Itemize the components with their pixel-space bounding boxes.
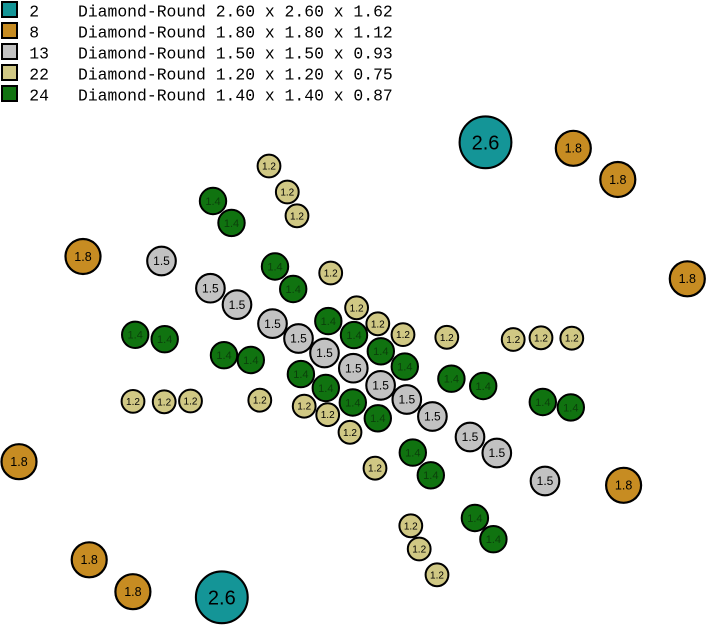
- svg-text:Diamond-Round 2.60 x 2.60 x 1.: Diamond-Round 2.60 x 2.60 x 1.62: [78, 2, 393, 21]
- svg-text:13: 13: [29, 44, 49, 63]
- svg-text:2.6: 2.6: [472, 132, 500, 154]
- svg-text:1.8: 1.8: [124, 585, 141, 599]
- svg-text:2: 2: [29, 2, 39, 21]
- svg-text:1.8: 1.8: [679, 272, 696, 286]
- svg-text:1.4: 1.4: [467, 513, 482, 525]
- svg-text:1.5: 1.5: [153, 254, 170, 268]
- svg-text:1.4: 1.4: [444, 374, 459, 386]
- svg-text:1.4: 1.4: [345, 397, 360, 409]
- svg-text:1.8: 1.8: [565, 142, 582, 156]
- svg-text:1.2: 1.2: [430, 570, 444, 581]
- svg-text:Diamond-Round 1.40 x 1.40 x 0.: Diamond-Round 1.40 x 1.40 x 0.87: [78, 86, 393, 105]
- svg-text:1.5: 1.5: [372, 379, 389, 393]
- svg-text:1.2: 1.2: [404, 521, 418, 532]
- svg-text:1.2: 1.2: [184, 397, 198, 408]
- svg-text:Diamond-Round 1.20 x 1.20 x 0.: Diamond-Round 1.20 x 1.20 x 0.75: [78, 65, 393, 84]
- svg-text:1.2: 1.2: [534, 333, 548, 344]
- svg-text:Diamond-Round 1.80 x 1.80 x 1.: Diamond-Round 1.80 x 1.80 x 1.12: [78, 23, 393, 42]
- svg-text:1.5: 1.5: [462, 430, 479, 444]
- svg-text:1.2: 1.2: [368, 464, 382, 475]
- svg-text:22: 22: [29, 65, 49, 84]
- svg-text:1.4: 1.4: [346, 330, 361, 342]
- svg-text:1.2: 1.2: [396, 330, 410, 341]
- svg-text:1.5: 1.5: [229, 298, 246, 312]
- svg-text:1.4: 1.4: [370, 413, 385, 425]
- svg-text:1.4: 1.4: [157, 334, 172, 346]
- svg-text:1.2: 1.2: [280, 188, 294, 199]
- svg-text:1.4: 1.4: [321, 316, 336, 328]
- svg-text:2.6: 2.6: [208, 587, 236, 609]
- svg-text:1.4: 1.4: [476, 381, 491, 393]
- svg-text:1.8: 1.8: [81, 553, 98, 567]
- svg-text:1.4: 1.4: [405, 448, 420, 460]
- svg-text:1.8: 1.8: [609, 173, 626, 187]
- svg-text:Diamond-Round 1.50 x 1.50 x 0.: Diamond-Round 1.50 x 1.50 x 0.93: [78, 44, 393, 63]
- svg-text:8: 8: [29, 23, 39, 42]
- svg-text:1.8: 1.8: [10, 455, 27, 469]
- svg-text:1.4: 1.4: [563, 402, 578, 414]
- svg-text:1.4: 1.4: [373, 346, 388, 358]
- svg-text:1.5: 1.5: [537, 474, 554, 488]
- svg-text:1.2: 1.2: [440, 333, 454, 344]
- svg-text:1.5: 1.5: [264, 317, 281, 331]
- svg-text:1.4: 1.4: [267, 261, 282, 273]
- svg-text:1.2: 1.2: [157, 397, 171, 408]
- svg-text:1.8: 1.8: [74, 250, 91, 264]
- svg-text:1.5: 1.5: [488, 446, 505, 460]
- svg-text:1.5: 1.5: [424, 410, 441, 424]
- svg-text:1.5: 1.5: [202, 281, 219, 295]
- svg-text:1.4: 1.4: [486, 534, 501, 546]
- svg-text:1.4: 1.4: [293, 369, 308, 381]
- svg-text:1.2: 1.2: [126, 397, 140, 408]
- svg-text:1.4: 1.4: [216, 350, 231, 362]
- svg-text:1.4: 1.4: [224, 218, 239, 230]
- svg-text:24: 24: [29, 86, 49, 105]
- svg-text:1.4: 1.4: [318, 383, 333, 395]
- svg-text:1.2: 1.2: [506, 335, 520, 346]
- svg-text:1.4: 1.4: [535, 397, 550, 409]
- svg-text:1.2: 1.2: [565, 334, 579, 345]
- svg-text:1.2: 1.2: [290, 211, 304, 222]
- svg-text:1.2: 1.2: [324, 269, 338, 280]
- svg-text:1.8: 1.8: [615, 479, 632, 493]
- svg-text:1.2: 1.2: [412, 545, 426, 556]
- svg-text:1.5: 1.5: [290, 332, 307, 346]
- svg-text:1.4: 1.4: [128, 330, 143, 342]
- svg-text:1.5: 1.5: [398, 393, 415, 407]
- svg-text:1.4: 1.4: [423, 470, 438, 482]
- svg-text:1.2: 1.2: [297, 402, 311, 413]
- svg-text:1.2: 1.2: [371, 319, 385, 330]
- svg-text:1.2: 1.2: [253, 396, 267, 407]
- svg-text:1.4: 1.4: [397, 362, 412, 374]
- svg-text:1.5: 1.5: [345, 361, 362, 375]
- svg-text:1.2: 1.2: [321, 410, 335, 421]
- svg-text:1.4: 1.4: [205, 196, 220, 208]
- svg-text:1.2: 1.2: [350, 303, 364, 314]
- svg-text:1.5: 1.5: [316, 346, 333, 360]
- svg-text:1.4: 1.4: [243, 355, 258, 367]
- svg-text:1.2: 1.2: [343, 428, 357, 439]
- svg-text:1.4: 1.4: [286, 284, 301, 296]
- svg-text:1.2: 1.2: [262, 162, 276, 173]
